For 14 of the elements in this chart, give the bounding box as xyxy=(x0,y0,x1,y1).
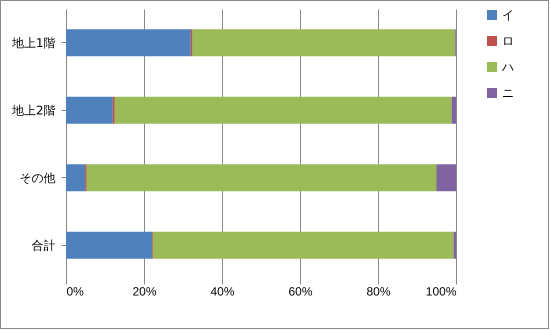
legend-label: ニ xyxy=(502,86,514,100)
y-tick-label: 地上1階 xyxy=(10,36,56,50)
y-tick-label: 地上2階 xyxy=(10,103,56,118)
y-tick-label: 合計 xyxy=(32,238,56,252)
legend-label: ロ xyxy=(502,34,514,48)
legend-label: ハ xyxy=(501,60,514,74)
x-tick-label: 0% xyxy=(66,284,84,298)
legend-label: イ xyxy=(502,8,514,22)
x-tick-label: 100% xyxy=(426,284,457,298)
x-tick-label: 20% xyxy=(132,284,157,298)
x-tick-label: 60% xyxy=(288,284,313,298)
y-tick-label: その他 xyxy=(20,170,56,185)
x-tick-label: 40% xyxy=(210,284,235,298)
x-tick-label: 80% xyxy=(366,284,391,298)
